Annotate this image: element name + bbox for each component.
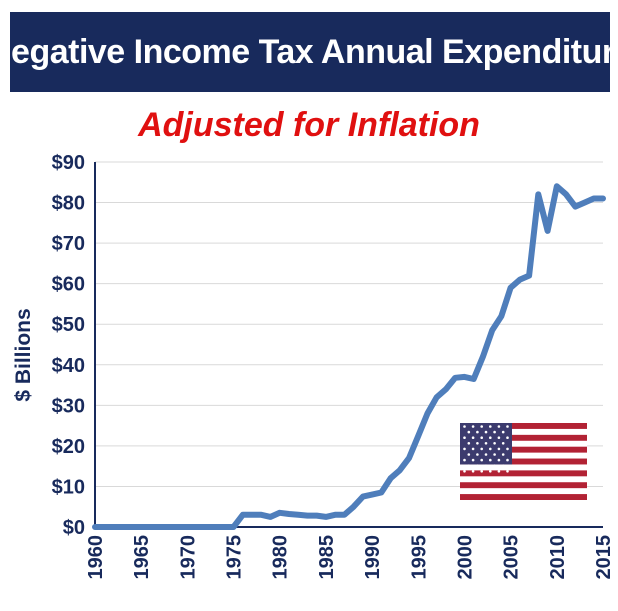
flag-stripe	[460, 458, 587, 465]
flag-star	[501, 430, 505, 434]
flag-star	[493, 453, 496, 456]
y-tick-label: $70	[52, 233, 85, 255]
flag-star	[480, 470, 484, 473]
x-tick-label: 1965	[131, 535, 153, 580]
flag-star	[484, 430, 488, 434]
y-tick-labels: $0 $10 $20 $30 $40 $50 $60 $70 $80 $90	[52, 152, 85, 539]
x-tick-label: 2005	[501, 535, 523, 580]
flag-star	[497, 447, 501, 451]
flag-star	[497, 470, 501, 473]
flag-star	[480, 447, 484, 451]
flag-star	[471, 436, 475, 440]
flag-star	[489, 447, 492, 451]
y-tick-label: $90	[52, 152, 85, 174]
x-tick-label: 1995	[408, 535, 430, 580]
flag-star	[467, 442, 471, 445]
x-tick-label: 2015	[593, 535, 615, 580]
flag-star	[506, 447, 509, 451]
flag-star	[467, 430, 471, 434]
flag-star	[471, 458, 475, 462]
flag-star	[497, 425, 501, 428]
x-tick-label: 1980	[270, 535, 292, 580]
y-tick-label: $10	[52, 476, 85, 498]
y-tick-label: $40	[52, 355, 85, 377]
flag-star	[489, 458, 492, 462]
x-tick-label: 1990	[362, 535, 384, 580]
chart-title: Negative Income Tax Annual Expenditure	[0, 32, 618, 71]
y-tick-label: $50	[52, 314, 85, 336]
flag-star	[471, 470, 475, 473]
us-flag-icon	[460, 423, 587, 500]
x-tick-label: 1985	[316, 535, 338, 580]
flag-star	[497, 436, 501, 440]
chart-subtitle: Adjusted for Inflation	[138, 106, 480, 144]
flag-stripe	[460, 423, 587, 429]
flag-star	[506, 425, 509, 428]
flag-star	[484, 464, 488, 468]
flag-star	[493, 464, 496, 468]
x-tick-label: 1960	[85, 535, 107, 580]
flag-stripe	[460, 470, 587, 477]
x-tick-labels: 1960 1965 1970 1975 1980 1985 1990 1995 2000 2005…	[85, 535, 615, 580]
x-tick-label: 1970	[177, 535, 199, 580]
flag-star	[471, 447, 475, 451]
flag-star	[476, 430, 479, 434]
flag-star	[476, 442, 479, 445]
flag-star	[497, 458, 501, 462]
x-tick-label: 1975	[224, 535, 246, 580]
y-tick-label: $20	[52, 436, 85, 458]
flag-star	[484, 442, 488, 445]
y-tick-label: $30	[52, 395, 85, 417]
flag-stripe	[460, 446, 587, 453]
series-group	[92, 183, 606, 530]
series-line	[92, 183, 606, 530]
y-tick-label: $80	[52, 193, 85, 215]
x-tick-label: 2010	[547, 535, 569, 580]
flag-star	[467, 464, 471, 468]
flag-star	[484, 453, 488, 456]
flag-star	[489, 425, 492, 428]
flag-star	[463, 458, 466, 462]
flag-star	[480, 425, 484, 428]
flag-star	[493, 430, 496, 434]
flag-stripe	[460, 482, 587, 489]
y-tick-label: $60	[52, 274, 85, 296]
flag-star	[489, 436, 492, 440]
flag-star	[463, 436, 466, 440]
flag-star	[463, 447, 466, 451]
flag-star	[506, 436, 509, 440]
flag-star	[506, 458, 509, 462]
y-tick-label: $0	[63, 517, 85, 539]
flag-star	[480, 458, 484, 462]
flag-star	[489, 470, 492, 473]
flag-stripe	[460, 494, 587, 500]
flag-stripe	[460, 434, 587, 441]
flag-star	[501, 464, 505, 468]
flag-star	[493, 442, 496, 445]
flag-star	[501, 453, 505, 456]
flag-star	[467, 453, 471, 456]
title-banner: Negative Income Tax Annual Expenditure	[0, 12, 618, 92]
flag-star	[463, 425, 466, 428]
flag-star	[476, 453, 479, 456]
x-tick-label: 2000	[454, 535, 476, 580]
y-axis-label: $ Billions	[12, 308, 35, 401]
flag-star	[501, 442, 505, 445]
flag-star	[480, 436, 484, 440]
flag-star	[471, 425, 475, 428]
flag-star	[463, 470, 466, 473]
flag-star	[476, 464, 479, 468]
flag-star	[506, 470, 509, 473]
